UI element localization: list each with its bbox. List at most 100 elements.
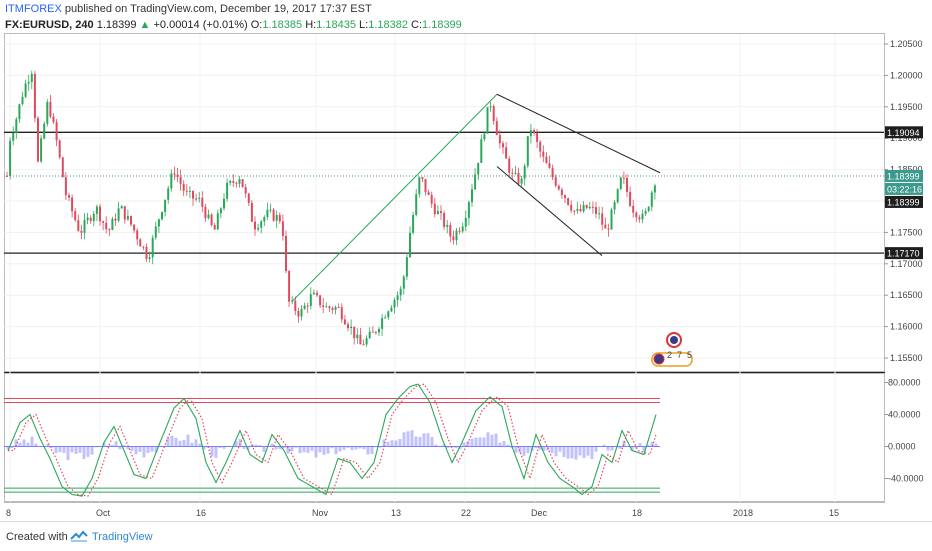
candle-body — [99, 206, 101, 222]
candle-body — [474, 174, 477, 190]
candle-body — [653, 185, 656, 193]
candle-body — [12, 132, 15, 141]
candle-body — [598, 213, 601, 215]
candle-body — [604, 224, 607, 229]
event-count-1: 2 — [667, 350, 672, 360]
candle-body — [554, 177, 557, 186]
candle-body — [58, 140, 61, 158]
candle-body — [464, 217, 467, 227]
resistance-badge-bg — [885, 126, 923, 139]
candle-body — [446, 225, 449, 227]
candle-body — [102, 221, 105, 223]
candle-body — [244, 187, 247, 194]
candle-body — [198, 197, 201, 199]
channel-lower-line[interactable] — [496, 166, 603, 257]
candle-body — [195, 198, 198, 200]
tradingview-logo-icon[interactable] — [70, 530, 88, 542]
price-tick-label: 1.20500 — [890, 39, 923, 49]
symbol-label[interactable]: FX:EURUSD, 240 — [5, 19, 94, 31]
candle-body — [223, 198, 225, 209]
candle-body — [458, 230, 461, 232]
candle-body — [238, 179, 241, 184]
candle-body — [337, 306, 340, 308]
oscillator-pane — [4, 373, 885, 502]
price-tick-label: 1.15500 — [890, 353, 923, 363]
candle-body — [533, 130, 535, 134]
candle-body — [142, 246, 145, 248]
candle-body — [356, 334, 359, 339]
time-tick-label: 15 — [829, 508, 839, 518]
candle-body — [288, 270, 291, 302]
candle-body — [300, 308, 303, 317]
candle-body — [350, 326, 353, 329]
candle-body — [520, 178, 523, 184]
candle-body — [61, 157, 64, 178]
candle-body — [455, 230, 458, 241]
candle-body — [263, 216, 266, 222]
candle-body — [557, 185, 560, 190]
resistance-badge: 1.19094 — [887, 128, 920, 138]
candle-body — [424, 179, 427, 193]
open-label: O: — [250, 19, 263, 31]
price-tick-label: 1.17500 — [890, 227, 923, 237]
candle-body — [111, 218, 114, 231]
candle-body — [480, 139, 483, 163]
candle-body — [619, 177, 622, 190]
candle-body — [371, 331, 374, 333]
candle-body — [325, 306, 328, 308]
price-tick-label: 1.16500 — [890, 290, 923, 300]
candle-body — [117, 208, 120, 221]
tradingview-link[interactable]: TradingView — [92, 531, 153, 543]
countdown-badge: 03:22:16 — [887, 184, 922, 194]
candle-body — [170, 173, 173, 189]
candle-body — [148, 257, 151, 259]
candle-body — [130, 215, 132, 225]
candle-body — [260, 221, 263, 228]
candle-body — [18, 104, 21, 120]
osc-tick-label: 80.0000 — [888, 378, 921, 388]
candle-body — [412, 214, 415, 233]
current-price-badge-2-bg — [885, 195, 923, 208]
candle-body — [595, 207, 597, 214]
channel-upper-line[interactable] — [496, 93, 661, 174]
candle-body — [176, 174, 179, 177]
events-widget[interactable]: 2 7 5 — [651, 332, 693, 367]
candle-body — [272, 209, 275, 221]
candle-body — [281, 221, 284, 236]
candle-body — [585, 204, 588, 209]
candle-body — [55, 122, 58, 141]
high-value: 1.18435 — [316, 19, 356, 31]
current-price-badge-2: 1.18399 — [887, 197, 920, 207]
candle-body — [257, 227, 260, 230]
candle-body — [226, 182, 229, 199]
author-link[interactable]: ITMFOREX — [5, 3, 62, 15]
time-tick-label: Nov — [312, 508, 329, 518]
candle-body — [483, 133, 486, 140]
close-value: 1.18399 — [422, 19, 462, 31]
candle-body — [204, 206, 207, 219]
candle-body — [167, 188, 170, 200]
candle-body — [384, 317, 387, 319]
uptrend-line[interactable] — [291, 93, 498, 302]
candle-body — [185, 190, 188, 192]
candle-body — [43, 123, 46, 139]
price-tick-label: 1.17000 — [890, 259, 923, 269]
candle-body — [154, 226, 157, 238]
candle-body — [95, 206, 98, 214]
candle-body — [250, 202, 253, 222]
candle-body — [539, 141, 542, 152]
candle-body — [46, 101, 49, 124]
open-value: 1.18385 — [262, 19, 303, 31]
candle-body — [387, 311, 390, 318]
candle-body — [467, 202, 470, 218]
candle-body — [629, 191, 632, 206]
candle-body — [567, 198, 570, 205]
candle-body — [179, 176, 182, 184]
candle-body — [182, 183, 185, 191]
candle-body — [523, 165, 526, 179]
candle-body — [579, 208, 582, 212]
candle-body — [399, 288, 402, 296]
candle-body — [27, 81, 30, 84]
candle-body — [173, 173, 176, 175]
